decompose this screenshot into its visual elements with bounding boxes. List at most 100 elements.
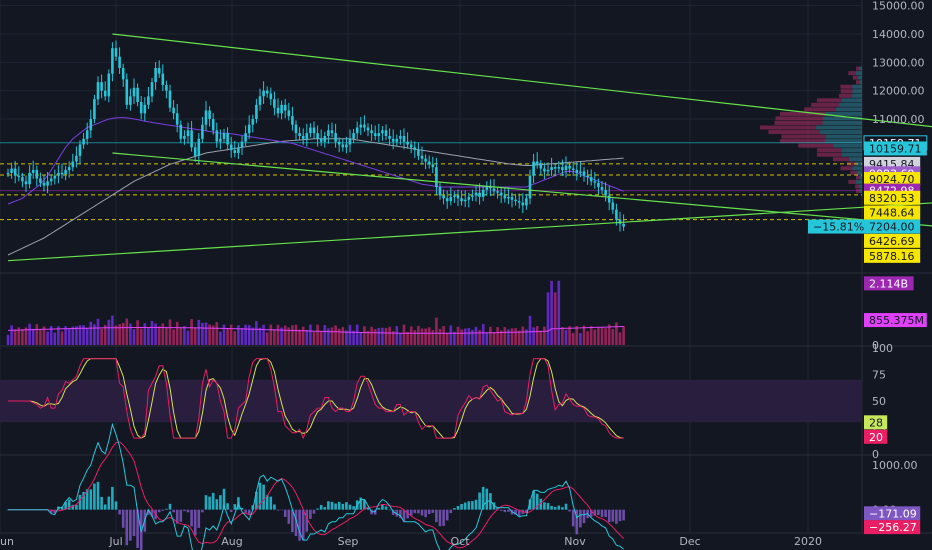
candle-body-34 xyxy=(129,96,132,105)
volume-bar-65 xyxy=(240,328,244,345)
candle-body-131 xyxy=(478,192,481,197)
price-tag-1: 10159.71 xyxy=(869,142,922,155)
price-tag-4-bg xyxy=(864,172,921,187)
candle-body-66 xyxy=(244,133,247,142)
candle-body-68 xyxy=(251,119,255,125)
macd-hist-46 xyxy=(172,509,175,513)
candle-body-171 xyxy=(622,223,625,227)
volume-bar-160 xyxy=(582,325,586,345)
rsi-tag-0-bg xyxy=(864,415,888,430)
candle-body-32 xyxy=(121,68,125,80)
volume-bar-113 xyxy=(413,330,417,345)
candle-body-38 xyxy=(143,104,147,114)
candle-body-90 xyxy=(330,130,334,134)
macd-hist-90 xyxy=(330,501,334,510)
volume-bar-70 xyxy=(258,327,262,345)
volume-profile-bar xyxy=(840,166,853,171)
candle-body-168 xyxy=(611,202,615,210)
volume-profile-bar xyxy=(838,93,852,98)
volume-bar-52 xyxy=(193,327,197,345)
volume-bar-34 xyxy=(129,323,132,345)
volume-profile-bar xyxy=(841,98,862,103)
volume-pane[interactable] xyxy=(6,280,625,345)
candle-body-165 xyxy=(600,187,604,190)
volume-bar-83 xyxy=(305,329,309,345)
volume-bar-148 xyxy=(539,330,543,345)
macd-hist-89 xyxy=(327,501,330,510)
volume-bar-68 xyxy=(251,327,255,345)
volume-profile-bar xyxy=(825,134,862,139)
candle-body-77 xyxy=(283,104,287,111)
macd-hist-151 xyxy=(550,505,553,510)
volume-bar-127 xyxy=(463,328,467,345)
macd-hist-36 xyxy=(136,509,139,548)
candle-body-114 xyxy=(417,150,420,156)
candle-body-36 xyxy=(136,87,139,102)
macd-hist-17 xyxy=(67,499,71,510)
rsi-pane[interactable] xyxy=(0,358,862,440)
price-pane[interactable] xyxy=(0,33,932,262)
candle-body-150 xyxy=(546,170,550,172)
volume-bar-161 xyxy=(586,331,589,345)
candle-body-12 xyxy=(49,178,53,182)
volume-bar-134 xyxy=(489,326,492,345)
macd-pane[interactable] xyxy=(6,422,625,550)
volume-bar-95 xyxy=(348,324,352,345)
volume-bar-55 xyxy=(204,322,208,345)
volume-bar-30 xyxy=(114,325,118,345)
candle-body-33 xyxy=(125,79,129,105)
candle-body-73 xyxy=(269,93,273,100)
macd-hist-78 xyxy=(287,509,291,524)
volume-bar-4 xyxy=(21,329,24,345)
macd-hist-130 xyxy=(474,499,478,510)
volume-bar-71 xyxy=(262,324,265,345)
macd-hist-13 xyxy=(53,509,57,514)
macd-hist-42 xyxy=(157,509,161,513)
volume-profile-bar xyxy=(816,98,842,103)
candle-body-166 xyxy=(604,189,607,196)
volume-profile-bar xyxy=(779,111,826,116)
macd-hist-141 xyxy=(514,509,517,515)
volume-bar-109 xyxy=(399,332,402,345)
candle-body-84 xyxy=(309,127,312,134)
macd-hist-116 xyxy=(424,509,427,518)
volume-bar-162 xyxy=(589,326,593,345)
candle-body-147 xyxy=(535,161,539,165)
volume-bar-36 xyxy=(136,320,139,345)
volume-bar-154 xyxy=(561,327,564,345)
volume-profile-bar xyxy=(848,157,862,162)
candle-body-53 xyxy=(197,138,201,156)
macd-signal-line xyxy=(8,441,624,549)
macd-hist-132 xyxy=(481,486,485,510)
volume-bar-103 xyxy=(377,327,381,345)
rsi-tag-1-bg xyxy=(864,429,888,444)
macd-hist-48 xyxy=(179,509,183,522)
macd-hist-118 xyxy=(431,509,435,513)
macd-hist-51 xyxy=(190,509,193,527)
candle-body-52 xyxy=(193,147,197,156)
volume-bar-102 xyxy=(373,329,377,345)
volume-profile-bar xyxy=(852,84,862,89)
macd-hist-57 xyxy=(211,492,215,510)
candle-body-125 xyxy=(456,195,460,199)
price-tags: 10159.7110159.719415.849083.699024.70847… xyxy=(808,135,928,535)
macd-hist-73 xyxy=(269,496,273,510)
volume-bar-100 xyxy=(366,330,370,345)
macd-hist-105 xyxy=(384,506,388,510)
volume-bar-97 xyxy=(355,324,359,345)
macd-hist-110 xyxy=(402,509,406,522)
candle-body-153 xyxy=(557,167,561,169)
volume-bar-54 xyxy=(201,322,204,345)
volume-profile-bar xyxy=(841,152,862,157)
candle-body-62 xyxy=(229,144,233,151)
volume-bar-23 xyxy=(89,321,93,345)
rsi-tag-0: 28 xyxy=(869,416,883,429)
rsi-band xyxy=(0,379,862,423)
candle-body-92 xyxy=(337,141,341,145)
time-axis[interactable]: un Jul Aug Sep Oct Nov Dec 2020 xyxy=(0,535,822,548)
volume-bar-63 xyxy=(233,331,237,345)
candle-body-24 xyxy=(93,99,96,119)
volume-bar-15 xyxy=(60,331,64,345)
moving-average-purple xyxy=(7,117,624,205)
